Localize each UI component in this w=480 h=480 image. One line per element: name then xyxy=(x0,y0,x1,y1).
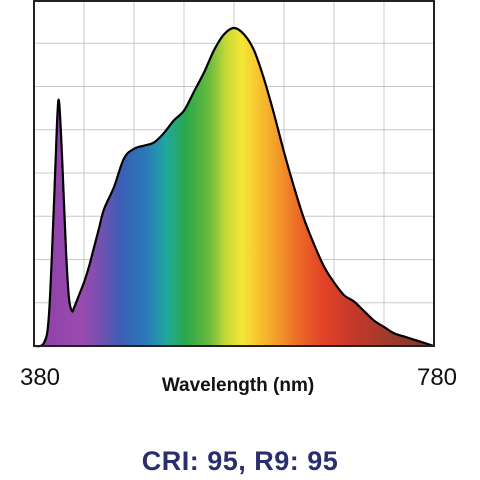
plot-frame xyxy=(33,0,435,347)
cri-caption: CRI: 95, R9: 95 xyxy=(141,446,339,476)
x-axis-title: Wavelength (nm) xyxy=(162,375,314,396)
x-tick-label-max: 780 xyxy=(417,364,457,391)
x-tick-label-min: 380 xyxy=(20,364,60,391)
spectrum-area xyxy=(34,28,434,347)
spectrum-outline xyxy=(33,26,435,348)
